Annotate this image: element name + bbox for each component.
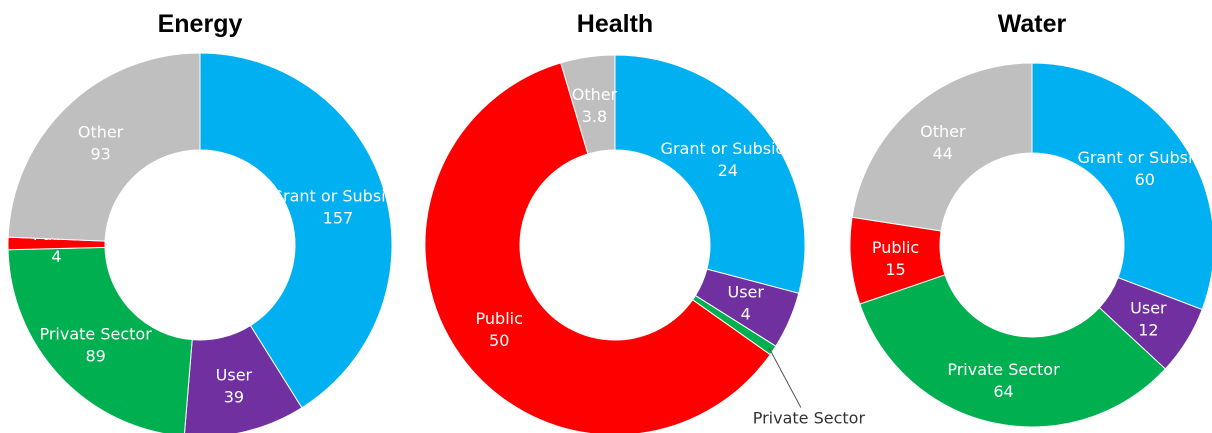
- donut-slice: [560, 54, 616, 155]
- slice-label: Other: [920, 122, 966, 141]
- donut-slice: [199, 52, 393, 409]
- donut-slice: [424, 62, 771, 433]
- slice-label: Other: [78, 122, 124, 141]
- slice-label: Grant or Subsidy: [1077, 148, 1212, 167]
- donut-slice: [7, 52, 201, 242]
- slice-value: 0.7: [796, 431, 821, 433]
- slice-label: Public: [872, 238, 919, 257]
- slice-label: User: [727, 283, 764, 302]
- slice-value: 4: [51, 247, 61, 266]
- slice-value: 93: [90, 144, 110, 163]
- slice-label: Public: [476, 309, 523, 328]
- chart-title: Energy: [158, 10, 243, 38]
- donut-slice: [1031, 62, 1212, 311]
- slice-value: 89: [85, 347, 105, 366]
- slice-value: 3.8: [582, 107, 607, 126]
- slice-label: User: [216, 365, 253, 384]
- donut-slice: [184, 324, 303, 433]
- slice-value: 157: [323, 208, 354, 227]
- slice-value: 4: [741, 305, 751, 324]
- slice-label: Other: [572, 85, 618, 104]
- slice-value: 39: [224, 387, 244, 406]
- leader-line: [768, 347, 802, 408]
- slice-value: 50: [489, 331, 509, 350]
- slice-label: Private Sector: [753, 409, 866, 428]
- slice-label: Private Sector: [947, 360, 1060, 379]
- slice-label: Grant or Subsidy: [661, 139, 796, 158]
- slice-label: User: [1130, 298, 1167, 317]
- slice-value: 60: [1135, 170, 1155, 189]
- donut-slice: [859, 274, 1166, 428]
- slice-value: 44: [933, 144, 953, 163]
- chart-title: Health: [577, 10, 653, 38]
- slice-label: Private Sector: [39, 325, 152, 344]
- chart-title: Water: [998, 10, 1067, 38]
- slice-value: 12: [1138, 320, 1158, 339]
- donut-slice: [7, 246, 193, 433]
- slice-value: 15: [885, 260, 905, 279]
- slice-value: 64: [993, 382, 1013, 401]
- donut-slice: [851, 62, 1033, 232]
- slice-value: 24: [718, 161, 738, 180]
- donut-slice: [614, 54, 806, 294]
- slice-label: Grant or Subsidy: [271, 186, 406, 205]
